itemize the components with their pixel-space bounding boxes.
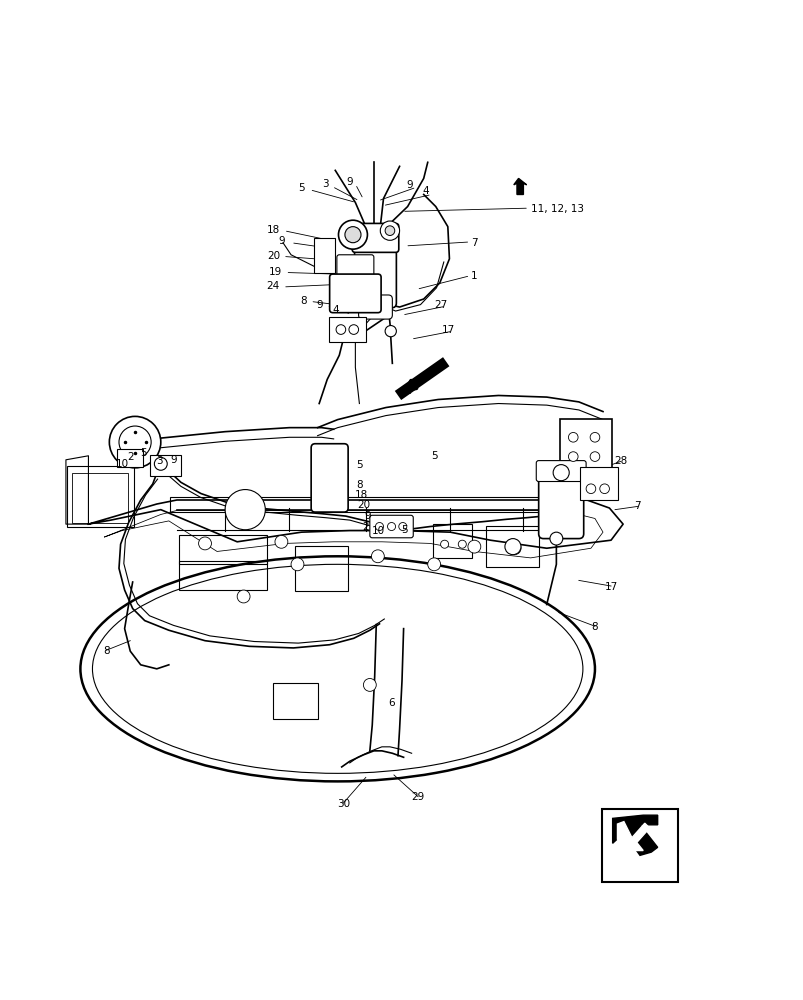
Text: 20: 20 (267, 251, 279, 261)
Circle shape (467, 540, 480, 553)
Text: 18: 18 (267, 225, 279, 235)
Circle shape (589, 452, 599, 461)
Circle shape (109, 416, 161, 468)
Text: 5: 5 (140, 448, 146, 458)
Text: 8: 8 (300, 296, 307, 306)
Circle shape (427, 558, 440, 571)
FancyBboxPatch shape (358, 295, 392, 319)
Text: 20: 20 (357, 500, 370, 510)
Circle shape (349, 325, 358, 334)
Text: 9: 9 (406, 180, 413, 190)
Text: 27: 27 (434, 300, 446, 310)
Circle shape (291, 558, 304, 571)
Polygon shape (617, 822, 649, 851)
Circle shape (549, 532, 562, 545)
Text: 17: 17 (604, 582, 617, 592)
FancyBboxPatch shape (329, 274, 381, 313)
FancyBboxPatch shape (354, 238, 396, 308)
Text: 8: 8 (356, 480, 362, 490)
Text: 19: 19 (269, 267, 282, 277)
Circle shape (119, 426, 151, 458)
FancyBboxPatch shape (579, 467, 618, 500)
Text: 5: 5 (356, 460, 362, 470)
Text: 10: 10 (371, 526, 384, 536)
Circle shape (198, 537, 211, 550)
Circle shape (237, 590, 250, 603)
Text: 7: 7 (634, 501, 640, 511)
FancyBboxPatch shape (369, 515, 413, 538)
Circle shape (458, 540, 466, 548)
Circle shape (336, 325, 345, 334)
FancyBboxPatch shape (601, 809, 677, 882)
Text: 5: 5 (298, 183, 304, 193)
Circle shape (585, 484, 595, 494)
Circle shape (507, 542, 520, 555)
Text: 17: 17 (442, 325, 454, 335)
Text: 29: 29 (411, 792, 424, 802)
FancyBboxPatch shape (311, 444, 348, 512)
FancyBboxPatch shape (352, 223, 398, 252)
Text: 9: 9 (364, 511, 370, 521)
Circle shape (363, 678, 376, 691)
Circle shape (275, 535, 287, 548)
FancyBboxPatch shape (149, 455, 181, 476)
Circle shape (387, 523, 395, 531)
Text: 9: 9 (316, 300, 323, 310)
Circle shape (552, 465, 569, 481)
FancyBboxPatch shape (328, 317, 365, 342)
Polygon shape (513, 178, 526, 194)
Circle shape (568, 452, 577, 461)
Circle shape (568, 432, 577, 442)
FancyBboxPatch shape (560, 419, 611, 470)
Text: 9: 9 (346, 177, 353, 187)
Text: 8: 8 (591, 622, 597, 632)
Text: 5: 5 (430, 451, 437, 461)
Text: 4: 4 (332, 305, 339, 315)
Text: 5: 5 (401, 525, 407, 535)
Circle shape (344, 227, 361, 243)
Text: 6: 6 (388, 698, 394, 708)
Circle shape (375, 523, 383, 531)
FancyBboxPatch shape (314, 238, 335, 273)
FancyBboxPatch shape (536, 461, 585, 482)
Text: 3: 3 (322, 179, 328, 189)
Text: 10: 10 (116, 459, 128, 469)
Circle shape (398, 523, 406, 531)
FancyBboxPatch shape (538, 469, 583, 539)
Circle shape (385, 226, 394, 235)
Circle shape (380, 221, 399, 240)
Circle shape (599, 484, 609, 494)
Text: 3: 3 (156, 456, 162, 466)
Text: 2: 2 (127, 452, 133, 462)
Text: 18: 18 (355, 490, 368, 500)
Text: 8: 8 (103, 646, 109, 656)
FancyBboxPatch shape (117, 449, 143, 467)
Text: 2: 2 (362, 522, 369, 532)
Text: 4: 4 (422, 186, 429, 196)
Circle shape (225, 490, 265, 530)
Circle shape (440, 540, 448, 548)
Circle shape (154, 457, 167, 470)
Text: 9: 9 (278, 236, 284, 246)
Circle shape (589, 432, 599, 442)
Text: 24: 24 (267, 281, 279, 291)
Text: 7: 7 (471, 238, 477, 248)
Text: 1: 1 (471, 271, 477, 281)
Text: 11, 12, 13: 11, 12, 13 (530, 204, 583, 214)
FancyBboxPatch shape (336, 255, 373, 280)
Text: 30: 30 (336, 799, 349, 809)
Circle shape (338, 220, 367, 249)
Text: 28: 28 (613, 456, 626, 466)
Circle shape (371, 550, 384, 563)
Polygon shape (612, 815, 657, 855)
Circle shape (385, 326, 396, 337)
Circle shape (504, 539, 520, 555)
Text: 9: 9 (170, 455, 177, 465)
